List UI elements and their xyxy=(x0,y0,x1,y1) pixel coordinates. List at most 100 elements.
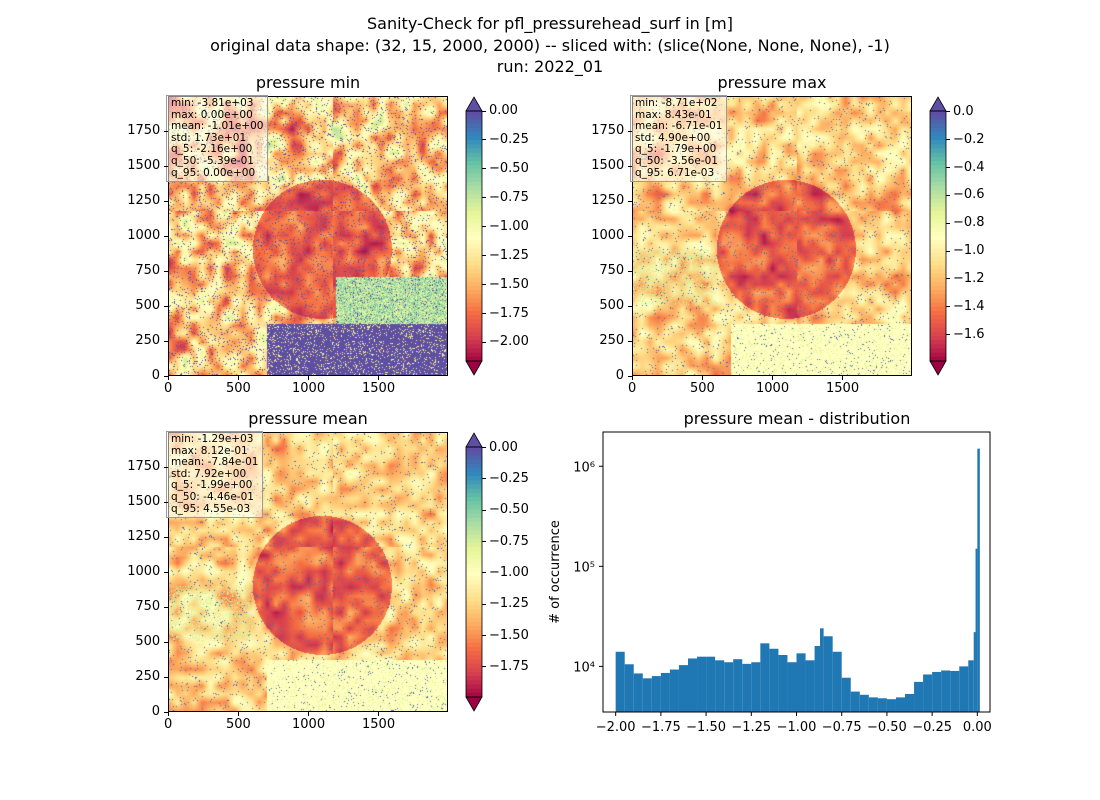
colorbar-segment xyxy=(466,455,482,461)
colorbar-segment xyxy=(930,252,946,258)
colorbar-segment xyxy=(466,148,482,154)
colorbar-extend-bottom xyxy=(465,360,483,376)
histogram-bar xyxy=(615,651,625,712)
histogram-bar xyxy=(973,632,976,712)
colorbar-segment xyxy=(466,447,482,452)
stat-line: min: -1.29e+03 xyxy=(171,433,254,445)
colorbar-tick-mark xyxy=(482,603,486,605)
colorbar-segment xyxy=(930,311,946,316)
x-tick-mark xyxy=(377,376,379,380)
colorbar-segment xyxy=(466,323,482,329)
y-tick-label: 1000 xyxy=(127,564,161,579)
colorbar-segment xyxy=(930,169,946,175)
stat-line: min: -3.81e+03 xyxy=(171,97,254,109)
colorbar-segment xyxy=(466,181,482,187)
colorbar-tick-label: −1.4 xyxy=(953,298,985,314)
y-tick-mark xyxy=(628,200,632,202)
colorbar-segment xyxy=(466,459,482,465)
y-tick-label: 1250 xyxy=(127,193,161,208)
colorbar-segment xyxy=(930,261,946,266)
colorbar-extend-top xyxy=(465,432,483,448)
stat-line: mean: -1.01e+00 xyxy=(171,120,264,133)
colorbar-segment xyxy=(466,580,482,586)
x-tick-label: 1000 xyxy=(292,381,326,396)
colorbar-tick-label: −1.00 xyxy=(489,564,529,580)
x-tick-label: 0 xyxy=(164,717,173,732)
colorbar-segment xyxy=(466,161,482,166)
y-tick-mark xyxy=(164,501,168,503)
colorbar-tick-mark xyxy=(946,306,950,308)
y-tick-mark xyxy=(164,340,168,342)
colorbar-segment xyxy=(466,123,482,129)
colorbar-segment xyxy=(930,211,946,216)
colorbar-segment xyxy=(466,236,482,241)
colorbar-tick-label: −1.0 xyxy=(953,243,985,259)
colorbar-tick-mark xyxy=(482,226,486,228)
colorbar-tick-mark xyxy=(482,168,486,170)
panel-max-title: pressure max xyxy=(717,73,827,92)
colorbar-segment xyxy=(930,315,946,320)
colorbar-segment xyxy=(466,331,482,337)
stat-line: max: 8.43e-01 xyxy=(635,108,712,121)
colorbar-segment xyxy=(466,672,482,677)
colorbar-segment xyxy=(466,306,482,312)
y-tick-label: 1750 xyxy=(127,459,161,474)
colorbar-segment xyxy=(466,551,482,556)
histogram-bar xyxy=(868,697,878,712)
colorbar-segment xyxy=(930,236,946,241)
x-tick-mark xyxy=(167,712,169,716)
y-tick-mark xyxy=(628,235,632,237)
colorbar-segment xyxy=(466,522,482,527)
colorbar-segment xyxy=(930,244,946,250)
histogram-bar xyxy=(832,651,842,712)
y-tick-label: 1250 xyxy=(127,529,161,544)
colorbar-tick-mark xyxy=(482,341,486,343)
colorbar-graphic xyxy=(465,96,483,376)
colorbar-segment xyxy=(466,294,482,300)
colorbar-segment xyxy=(466,227,482,233)
colorbar-segment xyxy=(930,186,946,191)
stat-line: min: -8.71e+02 xyxy=(635,97,718,109)
colorbar-segment xyxy=(466,463,482,469)
colorbar-tick-mark xyxy=(946,167,950,169)
colorbar-segment xyxy=(466,513,482,519)
colorbar-segment xyxy=(466,319,482,325)
colorbar-tick-label: −0.50 xyxy=(489,502,529,518)
colorbar-segment xyxy=(466,261,482,266)
colorbar-segment xyxy=(930,123,946,129)
x-tick-label: 500 xyxy=(226,381,251,396)
colorbar-segment xyxy=(930,156,946,162)
histogram-bar xyxy=(841,677,851,712)
histogram-bar xyxy=(687,658,698,712)
histogram-bar xyxy=(932,671,942,712)
histogram-bar xyxy=(660,672,670,712)
histogram-bar xyxy=(895,697,906,712)
histogram-bar xyxy=(787,662,797,712)
histogram-bar xyxy=(742,663,752,712)
colorbar-segment xyxy=(466,542,482,548)
colorbar-extend-top xyxy=(465,96,483,112)
y-tick-label: 0 xyxy=(615,368,625,383)
y-tick-label: 10⁴ xyxy=(573,660,595,675)
colorbar-tick-mark xyxy=(946,139,950,141)
colorbar-segment xyxy=(466,240,482,245)
x-tick-label: 0 xyxy=(164,381,173,396)
colorbar-tick-mark xyxy=(482,478,486,480)
colorbar-graphic xyxy=(929,96,947,376)
colorbar-segment xyxy=(930,115,946,120)
histogram-bar xyxy=(820,628,824,712)
y-tick-label: 750 xyxy=(135,599,161,614)
y-tick-mark xyxy=(628,165,632,167)
stat-line: q_95: 6.71e-03 xyxy=(635,166,715,179)
colorbar-segment xyxy=(466,492,482,498)
colorbar-segment xyxy=(466,315,482,320)
colorbar-segment xyxy=(466,348,482,354)
y-tick-mark xyxy=(164,235,168,237)
y-tick-mark xyxy=(628,305,632,307)
colorbar-segment xyxy=(930,240,946,245)
colorbar-segment xyxy=(466,680,482,686)
colorbar-segment xyxy=(930,194,946,200)
colorbar-segment xyxy=(466,651,482,656)
colorbar-segment xyxy=(466,451,482,456)
colorbar-segment xyxy=(930,294,946,300)
